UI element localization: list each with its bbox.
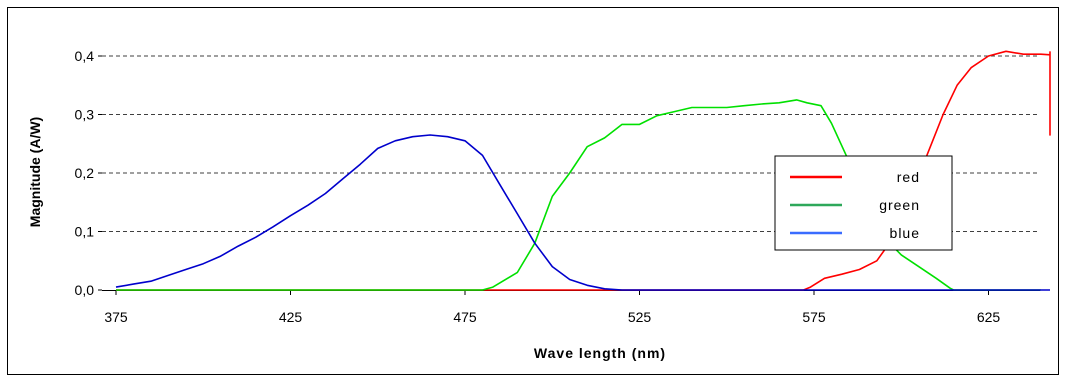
y-axis-title: Magnitude (A/W) xyxy=(27,117,43,227)
series-line-green xyxy=(116,99,1041,291)
x-tick-label: 575 xyxy=(802,309,826,325)
series-lines xyxy=(115,50,1051,291)
grid-lines xyxy=(102,55,1040,232)
legend-box xyxy=(774,155,953,251)
legend-label-red: red xyxy=(897,169,920,185)
x-tick-label: 475 xyxy=(453,309,477,325)
y-tick-label: 0,0 xyxy=(75,282,95,298)
series-line-blue xyxy=(115,134,1050,291)
y-tick-label: 0,2 xyxy=(75,165,95,181)
y-tick-label: 0,3 xyxy=(75,107,95,123)
x-tick-label: 625 xyxy=(977,309,1001,325)
x-tick-label: 425 xyxy=(279,309,303,325)
legend-label-blue: blue xyxy=(890,225,920,241)
x-tick-label: 525 xyxy=(628,309,652,325)
tick-labels: 0,00,10,20,30,43754254755255756256757257… xyxy=(75,48,1001,325)
y-tick-label: 0,4 xyxy=(75,48,95,64)
series-line-red xyxy=(116,50,1051,291)
legend-label-green: green xyxy=(879,197,920,213)
y-tick-label: 0,1 xyxy=(75,224,95,240)
x-tick-label: 375 xyxy=(104,309,128,325)
x-axis-title: Wave length (nm) xyxy=(534,345,666,361)
legend: red green blue xyxy=(774,155,953,251)
